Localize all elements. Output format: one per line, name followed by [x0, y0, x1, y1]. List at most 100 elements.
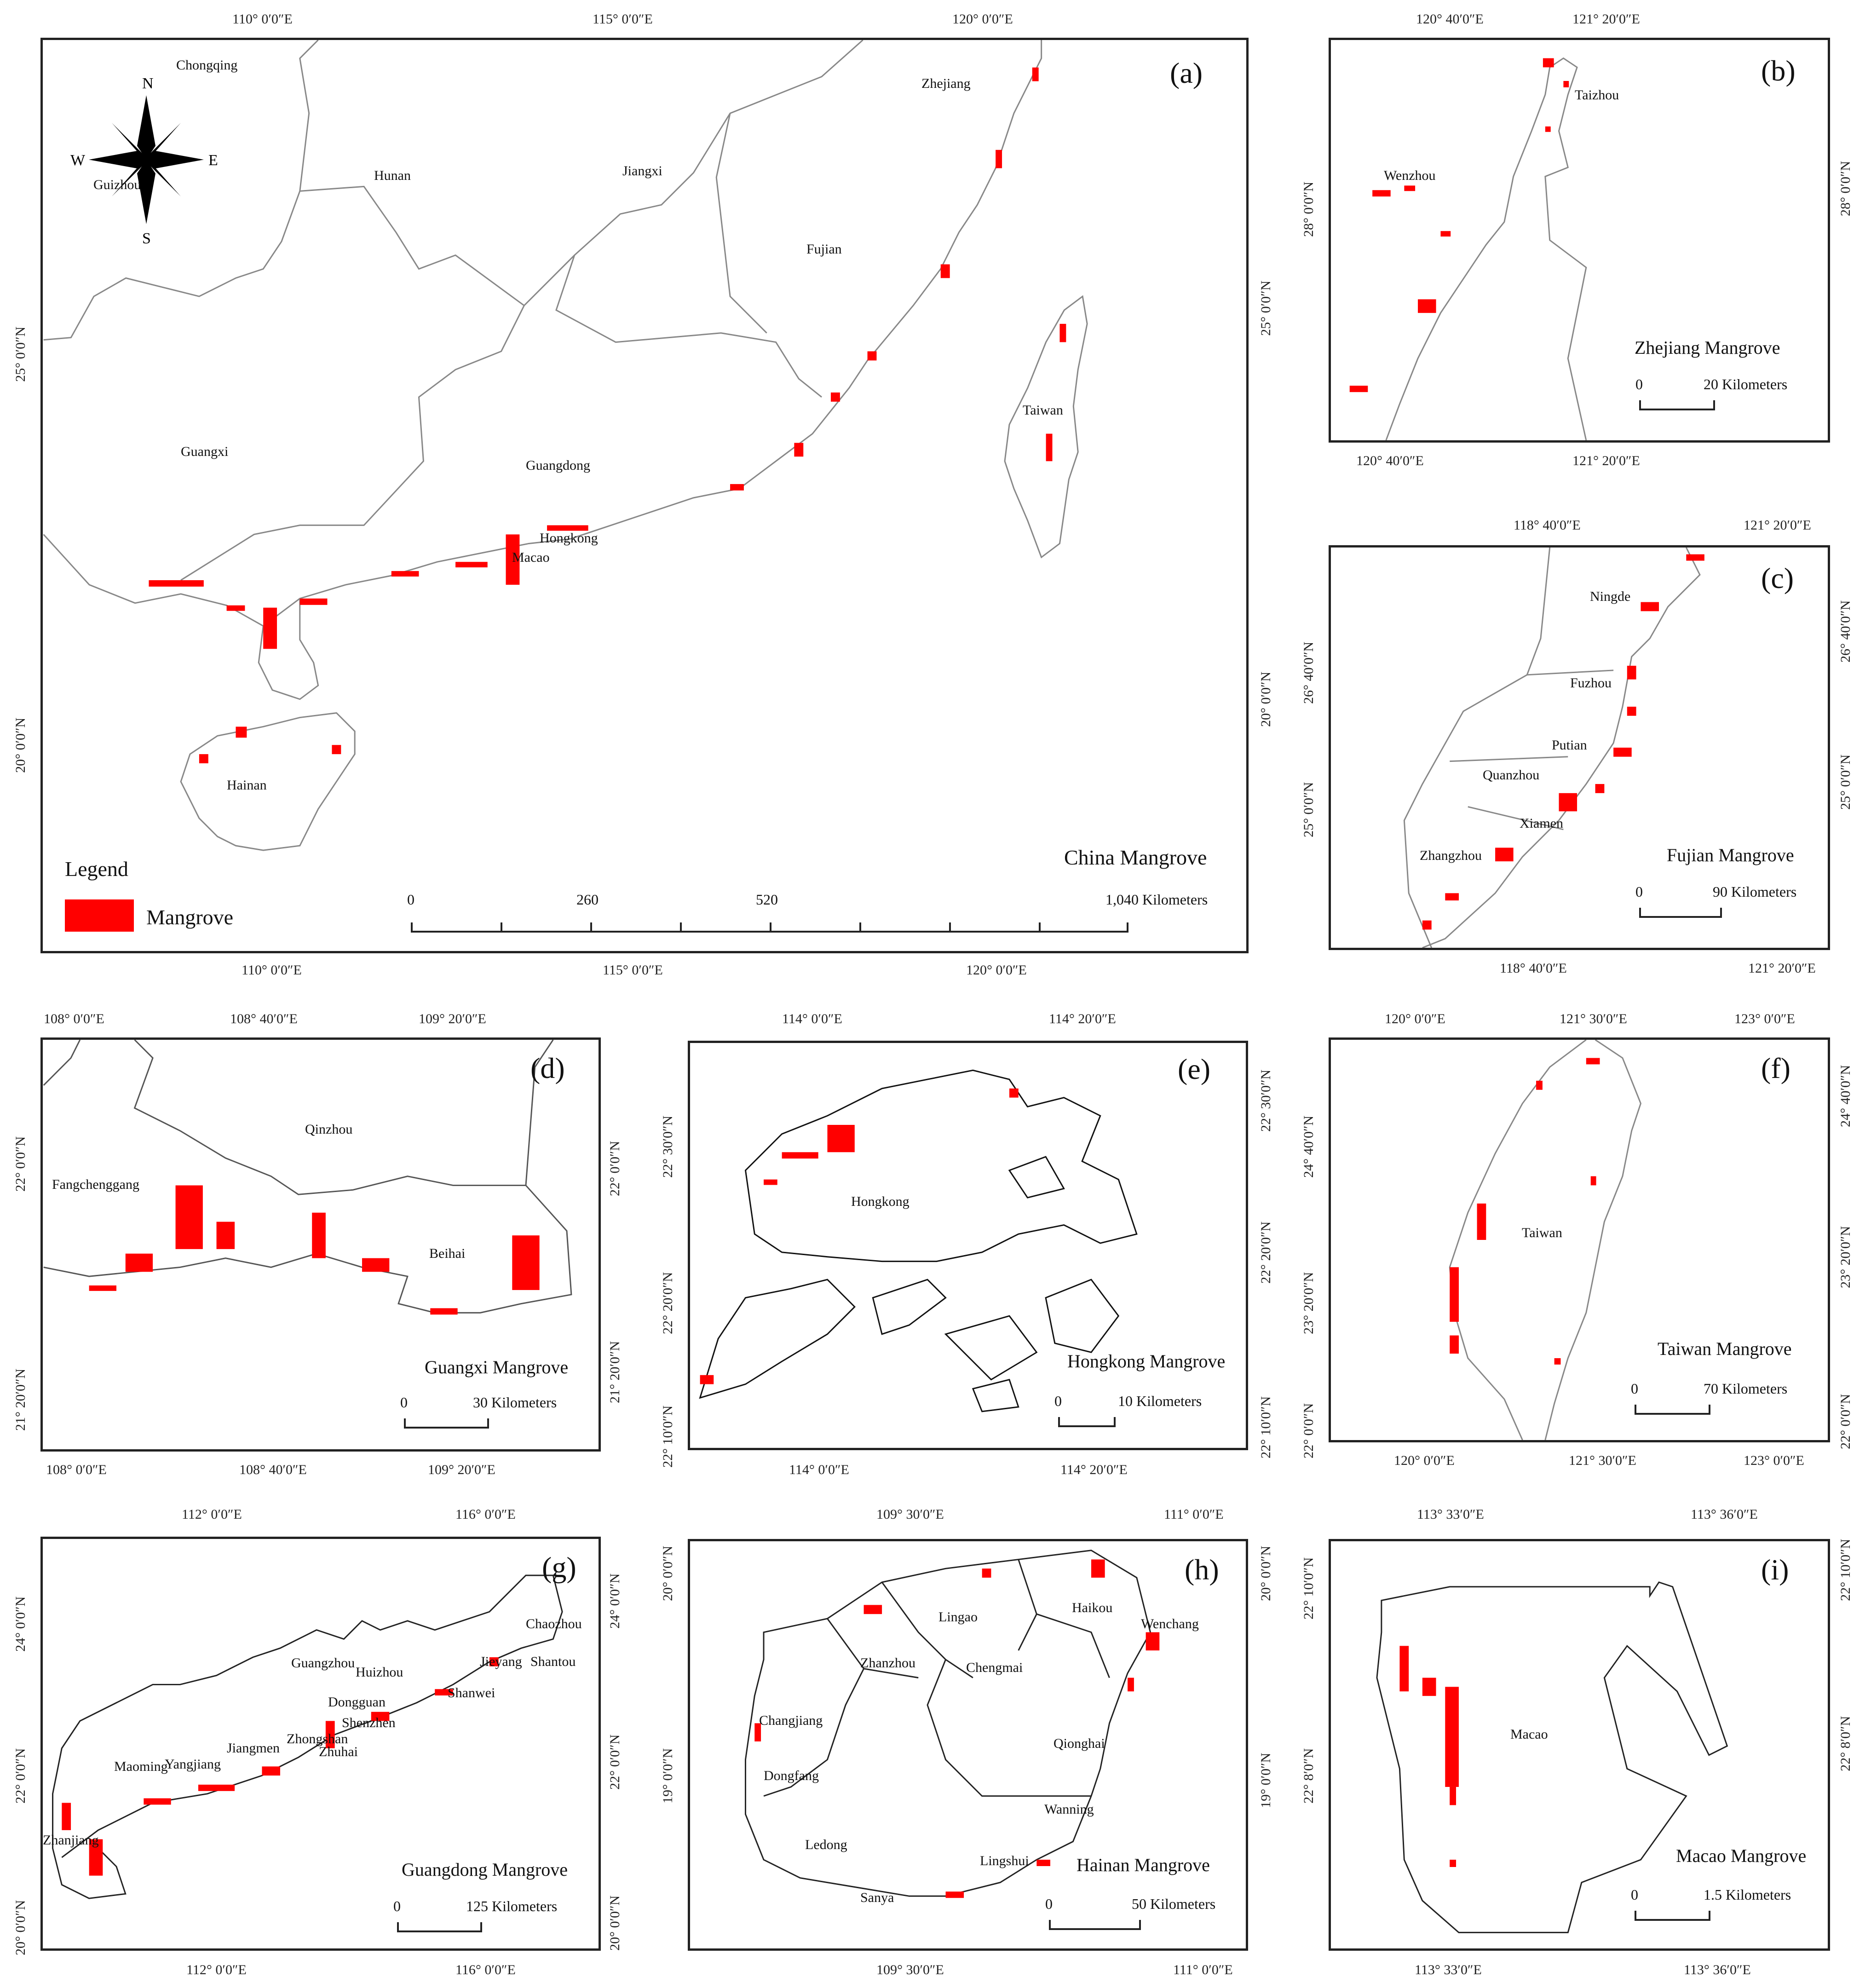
label-fujian: Fujian [806, 242, 842, 257]
panels-g-places-chaozhou: Chaozhou [526, 1616, 582, 1631]
panels-h-title: Hainan Mangrove [1077, 1855, 1210, 1875]
panels-c-bottom_ticks-0: 118° 40′0″E [1500, 961, 1567, 976]
panels-f-top_ticks-2: 123° 0′0″E [1734, 1011, 1795, 1026]
panel-tag-a: (a) [1170, 57, 1203, 89]
panels-a-scale-l3: 1,040 Kilometers [1105, 891, 1208, 908]
panels-e-left_ticks-2: 22° 10′0″N [660, 1405, 675, 1468]
panels-h-places-changjiang: Changjiang [759, 1713, 823, 1728]
panels-a-bottom_ticks-1: 115° 0′0″E [603, 962, 663, 978]
panels-g-left_ticks-2: 20° 0′0″N [13, 1900, 28, 1955]
compass-s: S [142, 230, 151, 247]
panels-a-top_ticks-1: 115° 0′0″E [593, 12, 653, 27]
panels-g-places-jieyang: Jieyang [480, 1654, 522, 1669]
panels-i-tag: (i) [1761, 1553, 1789, 1586]
map-panel-china: (a) China Mangrove N S E W Chongqing Gui… [40, 38, 1249, 953]
panels-a-top_ticks-2: 120° 0′0″E [952, 12, 1013, 27]
panels-e-top_ticks-0: 114° 0′0″E [782, 1011, 842, 1026]
panels-i-top_ticks-0: 113° 33′0″E [1417, 1507, 1484, 1522]
label-zhejiang: Zhejiang [921, 76, 971, 91]
panels-f-bottom_ticks-2: 123° 0′0″E [1744, 1453, 1804, 1468]
panels-b-top_ticks-0: 120° 40′0″E [1416, 12, 1484, 27]
panels-f-places-taiwan: Taiwan [1522, 1225, 1562, 1240]
panels-g-places-yangjiang: Yangjiang [165, 1757, 221, 1772]
panels-c-right_ticks-0: 26° 40′0″N [1838, 600, 1853, 663]
panels-c-top_ticks-0: 118° 40′0″E [1514, 518, 1581, 533]
panels-d-places-beihai: Beihai [429, 1246, 466, 1261]
legend-title: Legend [65, 857, 128, 881]
panels-i-left_ticks-1: 22° 8′0″N [1301, 1748, 1316, 1804]
panels-h-places-ledong: Ledong [805, 1837, 847, 1852]
panels-g-places-guangzhou: Guangzhou [291, 1655, 355, 1671]
panels-a-bottom_ticks-0: 110° 0′0″E [242, 962, 302, 978]
panels-i-right_ticks-0: 22° 10′0″N [1838, 1539, 1853, 1601]
panels-i-bottom_ticks-1: 113° 36′0″E [1684, 1962, 1751, 1977]
panels-f-right_ticks-1: 23° 20′0″N [1838, 1226, 1853, 1288]
map-panel-macao: (i) Macao Macao Mangrove 0 1.5 Kilometer… [1329, 1539, 1830, 1951]
panels-f-bottom_ticks-1: 121° 30′0″E [1569, 1453, 1636, 1468]
panels-d-places-qinzhou: Qinzhou [305, 1122, 353, 1137]
panels-g-places-shanwei: Shanwei [448, 1685, 495, 1700]
panels-e-left_ticks-0: 22° 30′0″N [660, 1115, 675, 1178]
panels-h-right_ticks-1: 19° 0′0″N [1258, 1752, 1273, 1808]
panels-h-places-lingshui: Lingshui [980, 1853, 1029, 1868]
panel-title-a: China Mangrove [1064, 846, 1207, 869]
panels-h-right_ticks-0: 20° 0′0″N [1258, 1545, 1273, 1601]
panels-e-right_ticks-1: 22° 20′0″N [1258, 1221, 1273, 1284]
label-chongqing: Chongqing [176, 58, 238, 73]
panels-b-bottom_ticks-1: 121° 20′0″E [1572, 453, 1640, 468]
mangrove-patches [149, 67, 1066, 764]
leizhou-peninsula [258, 598, 319, 700]
panels-g-tag: (g) [542, 1551, 576, 1584]
panels-f-tag: (f) [1761, 1052, 1790, 1084]
panels-c-places-fuzhou: Fuzhou [1570, 675, 1612, 691]
panels-c-places-quanzhou: Quanzhou [1483, 767, 1540, 783]
panels-h-places-dongfang: Dongfang [764, 1768, 819, 1783]
panels-b-scale-l1: 20 Kilometers [1704, 376, 1788, 392]
panels-h-places-zhanzhou: Zhanzhou [860, 1655, 915, 1671]
panels-f-right_ticks-0: 24° 40′0″N [1838, 1065, 1853, 1127]
panels-b-scale-l0: 0 [1635, 376, 1643, 392]
panels-g-scale-l1: 125 Kilometers [466, 1898, 558, 1914]
panels-a-scale-l2: 520 [756, 891, 778, 908]
taiwan-outline [1004, 295, 1088, 559]
panels-h-scale-l0: 0 [1045, 1896, 1053, 1912]
panels-c-top_ticks-1: 121° 20′0″E [1744, 518, 1811, 533]
panels-c-left_ticks-0: 26° 40′0″N [1301, 641, 1316, 704]
panels-d-tag: (d) [530, 1052, 565, 1084]
panels-e-right_ticks-0: 22° 30′0″N [1258, 1069, 1273, 1132]
panels-f-left_ticks-1: 23° 20′0″N [1301, 1272, 1316, 1334]
panels-b-top_ticks-1: 121° 20′0″E [1572, 12, 1640, 27]
panels-e-top_ticks-1: 114° 20′0″E [1049, 1011, 1116, 1026]
map-panel-hainan: (h) Haikou Wenchang Lingao Zhanzhou Chen… [688, 1539, 1248, 1951]
panels-g-places-shantou: Shantou [530, 1654, 576, 1669]
panels-a-scale-l1: 260 [576, 891, 599, 908]
panels-d-bottom_ticks-0: 108° 0′0″E [46, 1462, 107, 1477]
label-taiwan: Taiwan [1023, 403, 1063, 418]
label-jiangxi: Jiangxi [622, 163, 662, 179]
compass-e: E [208, 152, 218, 169]
panels-e-tag: (e) [1178, 1053, 1211, 1085]
panels-g-places-huizhou: Huizhou [356, 1665, 403, 1680]
label-guizhou: Guizhou [93, 177, 141, 192]
panels-h-places-chengmai: Chengmai [966, 1660, 1023, 1675]
panels-c-scale-l0: 0 [1635, 883, 1643, 900]
panels-c-scale-l1: 90 Kilometers [1713, 883, 1797, 900]
panels-d-bottom_ticks-1: 108° 40′0″E [239, 1462, 307, 1477]
legend-mangrove-label: Mangrove [146, 905, 234, 929]
map-panel-hongkong: (e) Hongkong Hongkong Mangrove 0 10 Kilo… [688, 1041, 1248, 1450]
panels-f-top_ticks-1: 121° 30′0″E [1560, 1011, 1627, 1026]
panels-d-right_ticks-0: 22° 0′0″N [607, 1141, 622, 1196]
panels-f-bottom_ticks-0: 120° 0′0″E [1394, 1453, 1455, 1468]
panels-c-places-putian: Putian [1552, 738, 1587, 753]
label-hongkong: Hongkong [540, 530, 598, 546]
hainan-outline [180, 712, 356, 851]
panels-a-scale-l0: 0 [407, 891, 414, 908]
province-boundaries [43, 40, 864, 581]
panels-c-left_ticks-1: 25° 0′0″N [1301, 782, 1316, 837]
panels-a-left_ticks-0: 25° 0′0″N [13, 326, 28, 382]
panels-h-places-qionghai: Qionghai [1054, 1736, 1105, 1751]
compass-rose-icon: N S E W [70, 75, 218, 247]
panels-h-left_ticks-1: 19° 0′0″N [660, 1748, 675, 1804]
legend-mangrove-swatch [65, 899, 134, 932]
panels-c-right_ticks-1: 25° 0′0″N [1838, 754, 1853, 810]
